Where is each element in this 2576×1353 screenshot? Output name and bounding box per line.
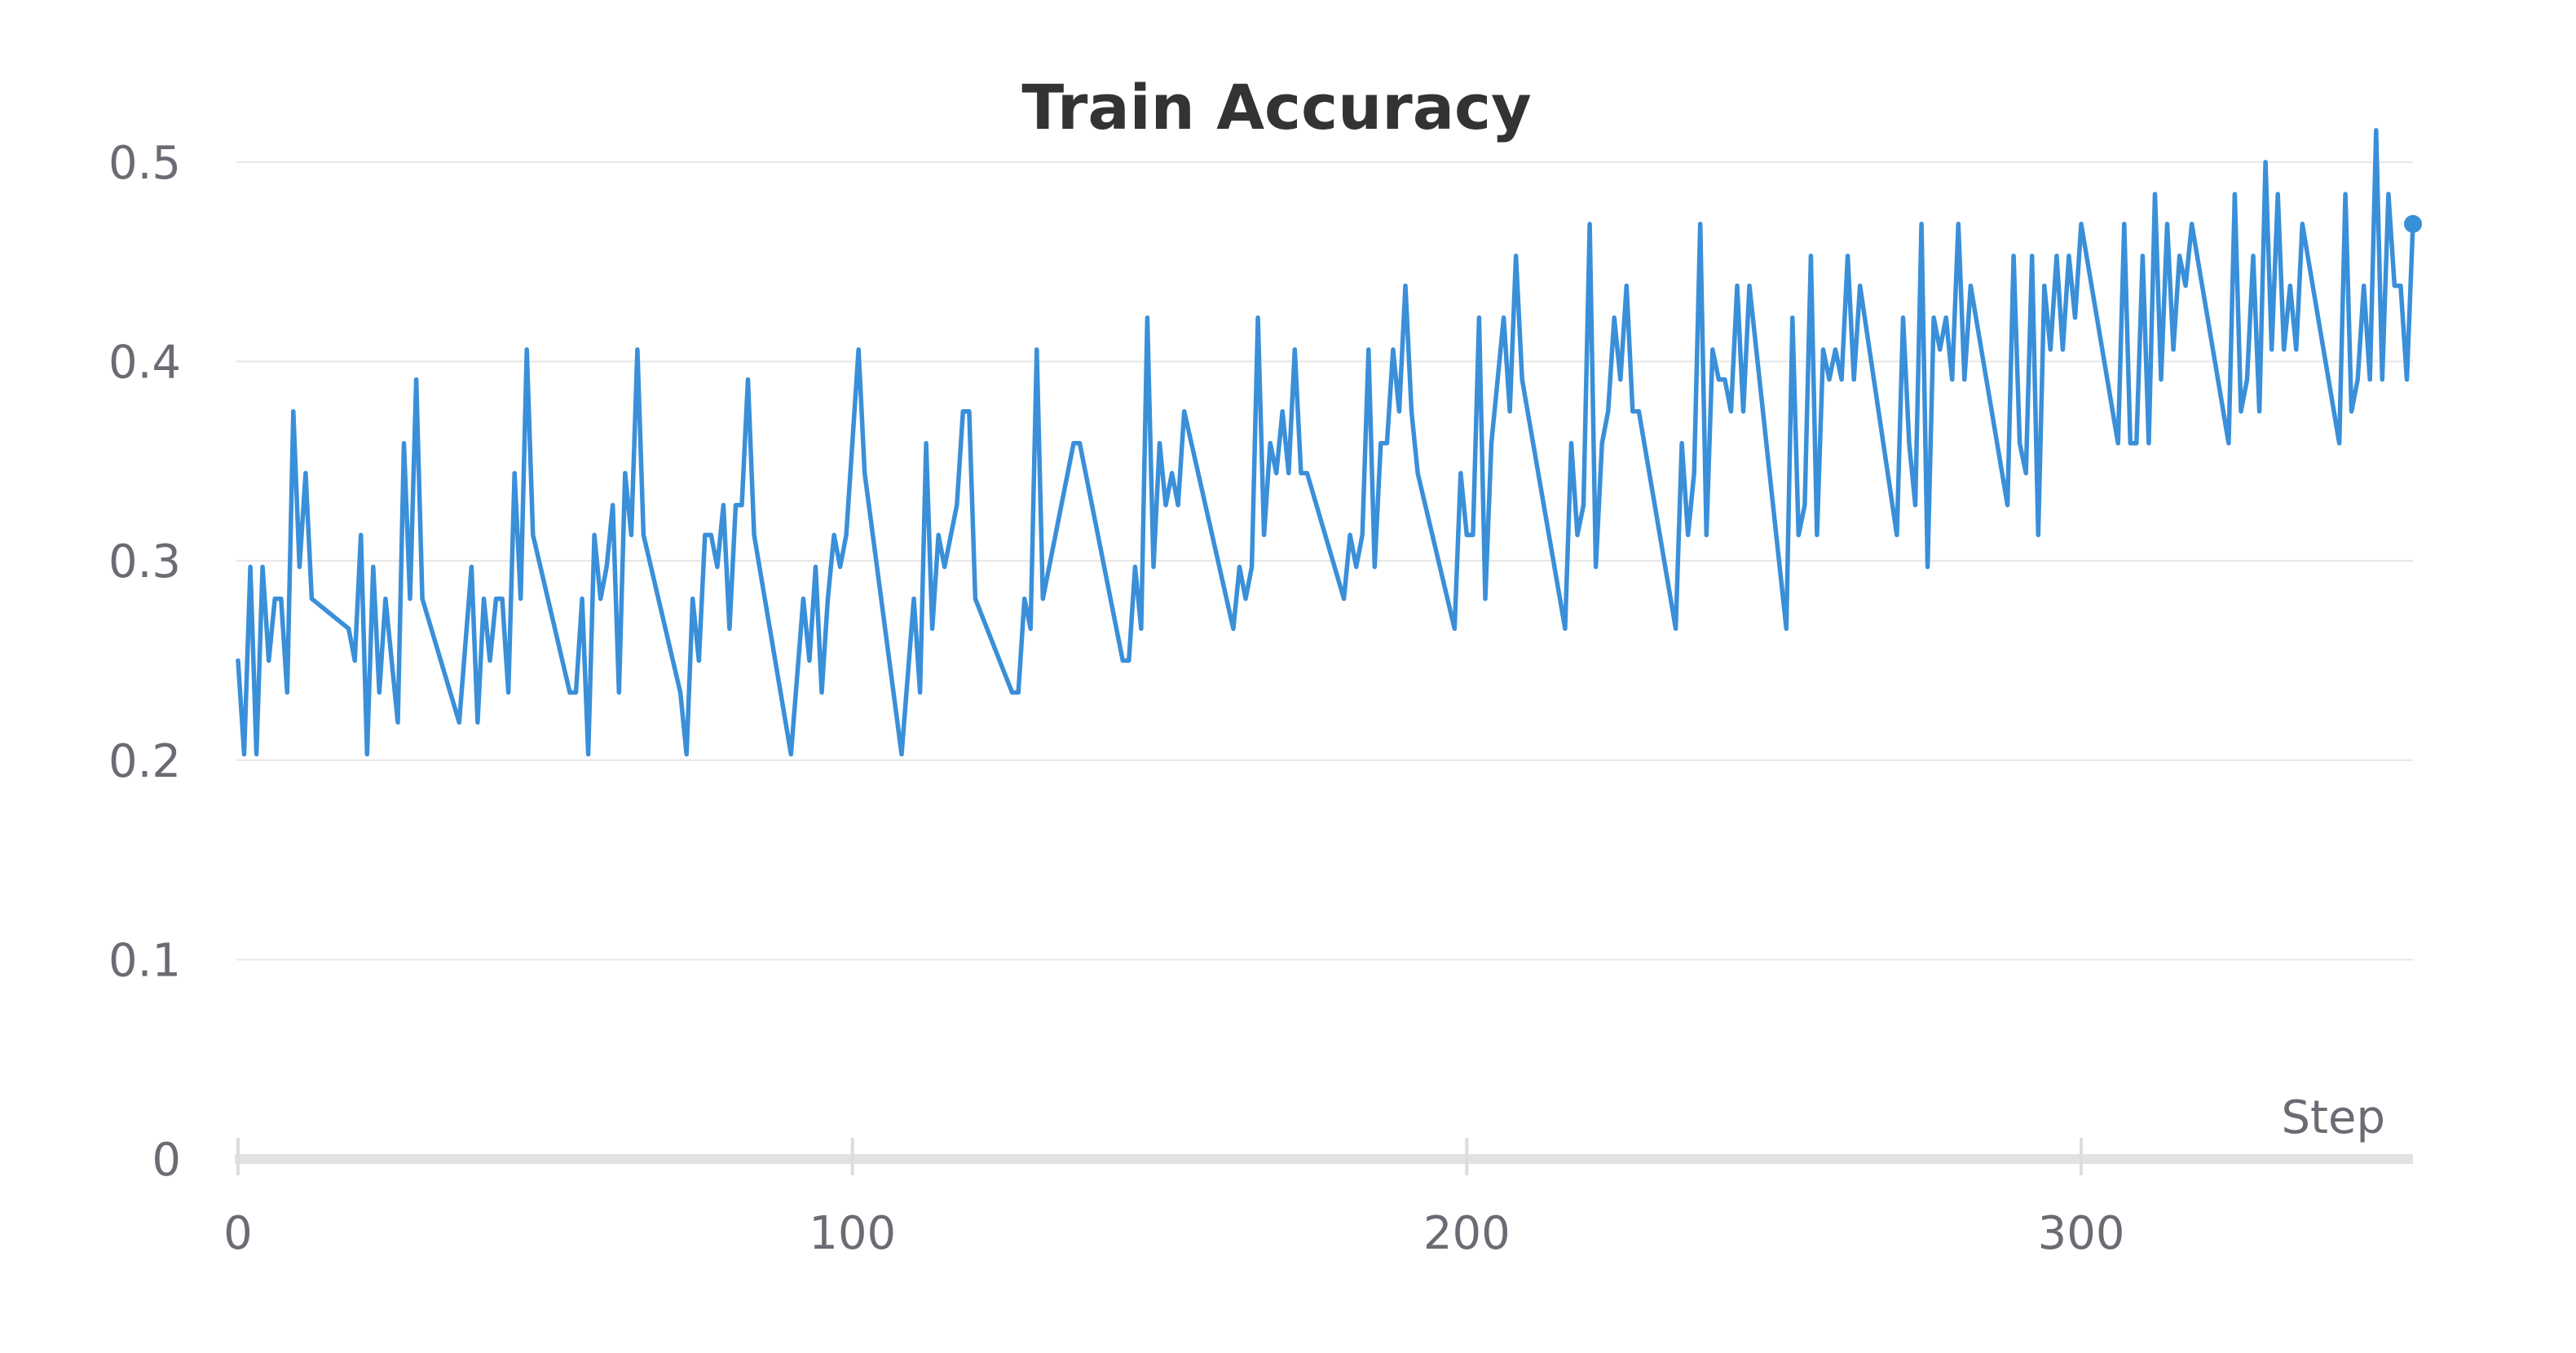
last-point-marker bbox=[2404, 214, 2422, 233]
x-tick-labels: 0 100 200 300 bbox=[223, 1207, 2124, 1260]
x-tick-label: 100 bbox=[809, 1207, 896, 1260]
x-tick-label: 0 bbox=[223, 1207, 253, 1260]
gridlines bbox=[236, 161, 2413, 961]
y-tick-label: 0.3 bbox=[108, 535, 181, 588]
x-tick-label: 200 bbox=[1423, 1207, 1511, 1260]
x-axis-label: Step bbox=[2281, 1091, 2385, 1144]
y-tick-labels: 0 0.1 0.2 0.3 0.4 0.5 bbox=[108, 137, 181, 1187]
y-tick-label: 0.2 bbox=[108, 735, 181, 788]
y-tick-label: 0 bbox=[152, 1134, 181, 1187]
series-line bbox=[236, 128, 2415, 757]
chart-title: Train Accuracy bbox=[1021, 71, 1531, 143]
y-tick-label: 0.4 bbox=[108, 337, 181, 390]
y-tick-label: 0.1 bbox=[108, 934, 181, 987]
x-tick-label: 300 bbox=[2038, 1207, 2125, 1260]
y-tick-label: 0.5 bbox=[108, 137, 181, 190]
x-axis bbox=[235, 1138, 2413, 1175]
series-layer bbox=[236, 128, 2422, 757]
